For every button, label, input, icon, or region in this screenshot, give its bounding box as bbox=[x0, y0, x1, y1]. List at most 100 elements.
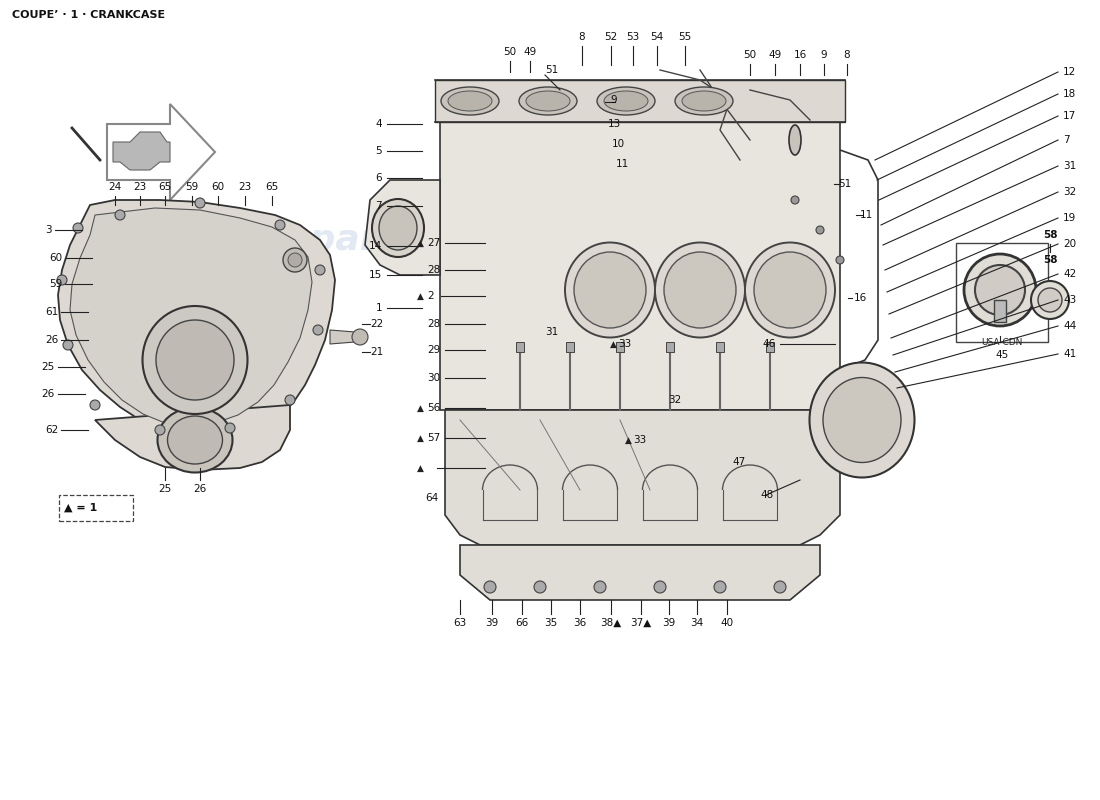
Text: COUPE’ · 1 · CRANKCASE: COUPE’ · 1 · CRANKCASE bbox=[12, 10, 165, 20]
Text: 55: 55 bbox=[679, 32, 692, 42]
Ellipse shape bbox=[1038, 288, 1061, 312]
Text: USA-CDN: USA-CDN bbox=[981, 338, 1023, 347]
Text: 25: 25 bbox=[42, 362, 55, 372]
Ellipse shape bbox=[754, 252, 826, 328]
Ellipse shape bbox=[823, 378, 901, 462]
Circle shape bbox=[791, 196, 799, 204]
Text: 31: 31 bbox=[1063, 161, 1076, 171]
Text: 1: 1 bbox=[375, 303, 382, 313]
Circle shape bbox=[288, 253, 302, 267]
Polygon shape bbox=[365, 180, 440, 275]
Text: ▲: ▲ bbox=[417, 291, 424, 301]
Text: 26: 26 bbox=[45, 335, 58, 345]
Circle shape bbox=[285, 395, 295, 405]
Circle shape bbox=[226, 423, 235, 433]
Bar bbox=[766, 342, 774, 352]
Text: 59: 59 bbox=[48, 279, 62, 289]
Circle shape bbox=[116, 210, 125, 220]
Text: 40: 40 bbox=[720, 618, 734, 628]
Text: 66: 66 bbox=[516, 618, 529, 628]
Text: 29: 29 bbox=[427, 345, 440, 355]
Text: 15: 15 bbox=[368, 270, 382, 280]
Text: ▲: ▲ bbox=[610, 339, 617, 349]
Bar bbox=[566, 342, 574, 352]
Ellipse shape bbox=[143, 306, 248, 414]
Text: 47: 47 bbox=[732, 457, 746, 467]
Text: 39: 39 bbox=[485, 618, 498, 628]
Circle shape bbox=[352, 329, 368, 345]
FancyBboxPatch shape bbox=[440, 120, 840, 410]
Ellipse shape bbox=[604, 91, 648, 111]
Circle shape bbox=[283, 248, 307, 272]
Circle shape bbox=[73, 223, 82, 233]
Circle shape bbox=[534, 581, 546, 593]
Text: 61: 61 bbox=[45, 307, 58, 317]
Text: 27: 27 bbox=[427, 238, 440, 248]
Ellipse shape bbox=[675, 87, 733, 115]
Ellipse shape bbox=[682, 91, 726, 111]
Text: 58: 58 bbox=[1043, 255, 1057, 265]
Text: ▲: ▲ bbox=[417, 238, 424, 247]
Ellipse shape bbox=[654, 242, 745, 338]
Text: 32: 32 bbox=[1063, 187, 1076, 197]
Bar bbox=[994, 300, 1006, 322]
Text: 7: 7 bbox=[1063, 135, 1069, 145]
Text: 11: 11 bbox=[860, 210, 873, 220]
Text: 35: 35 bbox=[544, 618, 558, 628]
Bar bbox=[716, 342, 724, 352]
Text: 64: 64 bbox=[425, 493, 438, 503]
Bar bbox=[666, 342, 674, 352]
Ellipse shape bbox=[156, 320, 234, 400]
Text: 65: 65 bbox=[265, 182, 278, 192]
Bar bbox=[516, 342, 524, 352]
Text: 17: 17 bbox=[1063, 111, 1076, 121]
Text: 12: 12 bbox=[1063, 67, 1076, 77]
Circle shape bbox=[275, 220, 285, 230]
FancyBboxPatch shape bbox=[434, 80, 845, 122]
Text: 23: 23 bbox=[239, 182, 252, 192]
Polygon shape bbox=[330, 330, 355, 344]
Text: 18: 18 bbox=[1063, 89, 1076, 99]
Text: 8: 8 bbox=[844, 50, 850, 60]
Ellipse shape bbox=[526, 91, 570, 111]
Polygon shape bbox=[113, 132, 170, 170]
Circle shape bbox=[155, 425, 165, 435]
Text: ▲: ▲ bbox=[417, 434, 424, 442]
Circle shape bbox=[594, 581, 606, 593]
Text: 58: 58 bbox=[1043, 230, 1057, 240]
Text: 9: 9 bbox=[821, 50, 827, 60]
Text: 25: 25 bbox=[158, 484, 172, 494]
Ellipse shape bbox=[372, 199, 424, 257]
Text: 31: 31 bbox=[544, 327, 558, 337]
Ellipse shape bbox=[448, 91, 492, 111]
Polygon shape bbox=[107, 104, 214, 200]
Text: 49: 49 bbox=[769, 50, 782, 60]
Text: 54: 54 bbox=[650, 32, 663, 42]
Text: 36: 36 bbox=[573, 618, 586, 628]
Text: 44: 44 bbox=[1063, 321, 1076, 331]
Text: ▲: ▲ bbox=[625, 435, 632, 445]
Polygon shape bbox=[70, 208, 312, 425]
Text: 53: 53 bbox=[626, 32, 639, 42]
Text: 16: 16 bbox=[854, 293, 867, 303]
Text: 52: 52 bbox=[604, 32, 617, 42]
Circle shape bbox=[774, 581, 786, 593]
Text: 33: 33 bbox=[618, 339, 631, 349]
Polygon shape bbox=[460, 545, 820, 600]
Text: 23: 23 bbox=[133, 182, 146, 192]
Text: 30: 30 bbox=[427, 373, 440, 383]
Text: 4: 4 bbox=[375, 119, 382, 129]
Text: 50: 50 bbox=[744, 50, 757, 60]
Text: 43: 43 bbox=[1063, 295, 1076, 305]
Polygon shape bbox=[95, 405, 290, 470]
Text: 37▲: 37▲ bbox=[630, 618, 651, 628]
Text: 26: 26 bbox=[194, 484, 207, 494]
Ellipse shape bbox=[1031, 281, 1069, 319]
Text: 48: 48 bbox=[760, 490, 773, 500]
Text: 32: 32 bbox=[668, 395, 681, 405]
Text: 38▲: 38▲ bbox=[601, 618, 621, 628]
Ellipse shape bbox=[975, 265, 1025, 315]
Ellipse shape bbox=[441, 87, 499, 115]
Text: 22: 22 bbox=[370, 319, 383, 329]
Text: 34: 34 bbox=[691, 618, 704, 628]
